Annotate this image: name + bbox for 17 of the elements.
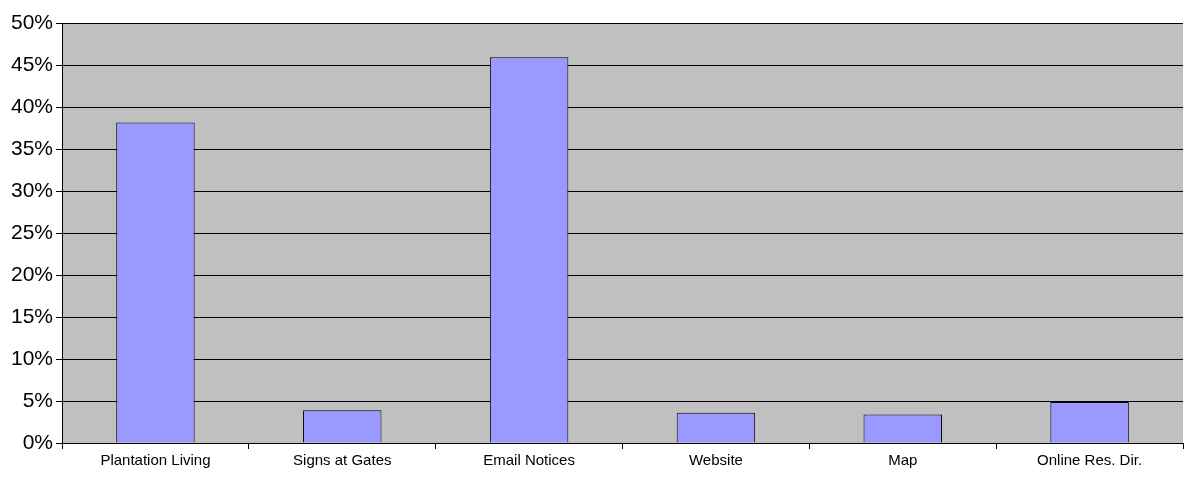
x-tick-label: Signs at Gates bbox=[293, 451, 392, 469]
y-tick-label: 10% bbox=[11, 345, 54, 369]
y-tick-label: 15% bbox=[11, 303, 54, 327]
x-tick-label: Online Res. Dir. bbox=[1037, 451, 1143, 469]
y-tick-label: 45% bbox=[11, 52, 54, 76]
y-tick-label: 50% bbox=[11, 10, 54, 34]
y-tick-label: 35% bbox=[11, 136, 54, 160]
y-tick-label: 30% bbox=[11, 178, 54, 202]
y-tick-label: 20% bbox=[11, 262, 54, 286]
y-tick-label: 5% bbox=[22, 387, 54, 411]
x-tick-label: Plantation Living bbox=[100, 451, 211, 469]
y-tick-label: 40% bbox=[11, 94, 54, 118]
x-tick-label: Website bbox=[688, 451, 743, 469]
x-tick-label: Map bbox=[888, 451, 918, 469]
x-tick-label: Email Notices bbox=[483, 451, 575, 469]
y-tick-label: 0% bbox=[22, 429, 54, 453]
y-tick-label: 25% bbox=[11, 220, 54, 244]
